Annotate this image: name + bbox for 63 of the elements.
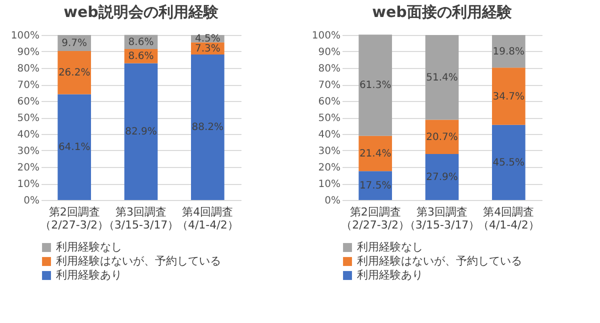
data-label: 8.6% [128, 36, 154, 48]
y-tick-label: 80% [318, 64, 340, 74]
bar [191, 54, 224, 200]
data-label: 88.2% [192, 122, 224, 134]
data-label: 64.1% [58, 142, 90, 154]
y-tick-label: 100% [10, 30, 40, 42]
data-label: 26.2% [58, 68, 90, 79]
bar [425, 154, 459, 200]
y-tick-label: 40% [17, 130, 40, 140]
data-label: 8.6% [128, 51, 154, 62]
y-tick-label: 0% [24, 196, 40, 206]
data-label: 21.4% [359, 148, 392, 160]
bar [425, 35, 459, 120]
data-label: 45.5% [492, 157, 525, 168]
bar [358, 171, 392, 200]
x-tick-label: 第4回調査（4/1-4/2） [176, 206, 238, 232]
legend-label: 利用経験あり [357, 268, 423, 282]
data-label: 19.8% [492, 46, 525, 58]
bar [492, 35, 526, 68]
x-tick-label: 第4回調査（4/1-4/2） [478, 206, 540, 232]
data-label: 9.7% [62, 38, 88, 49]
bar [425, 120, 459, 154]
legend-label: 利用経験なし [357, 240, 423, 254]
y-tick-label: 70% [318, 80, 340, 91]
data-label: 4.5% [194, 34, 220, 45]
bar [58, 94, 91, 200]
bar [492, 68, 526, 125]
y-tick-label: 70% [17, 80, 40, 91]
y-tick-label: 60% [318, 96, 340, 108]
bar [358, 34, 392, 136]
y-tick-label: 60% [17, 96, 40, 108]
y-tick-label: 10% [17, 179, 40, 190]
y-tick-label: 90% [17, 47, 40, 58]
data-label: 7.3% [194, 43, 220, 54]
y-tick-label: 20% [17, 162, 40, 174]
data-label: 51.4% [426, 72, 458, 84]
bar [58, 51, 91, 94]
data-label: 34.7% [492, 91, 525, 102]
data-label: 20.7% [426, 132, 458, 143]
bar [358, 136, 392, 172]
bar [124, 63, 158, 200]
y-tick-label: 50% [318, 113, 340, 124]
data-label: 27.9% [426, 172, 458, 183]
chart-title: web説明会の利用経験 [64, 3, 220, 21]
y-tick-label: 80% [17, 64, 40, 74]
y-tick-label: 30% [17, 146, 40, 157]
data-label: 17.5% [359, 180, 392, 192]
y-tick-label: 90% [318, 47, 340, 58]
y-tick-label: 20% [318, 162, 340, 174]
y-tick-label: 30% [318, 146, 340, 157]
y-tick-label: 10% [318, 179, 340, 190]
data-label: 61.3% [359, 80, 392, 92]
chart-title: web面接の利用経験 [372, 3, 513, 21]
y-tick-label: 0% [324, 196, 340, 206]
legend-label: 利用経験はないが、予約している [357, 254, 522, 268]
legend-label: 利用経験あり [56, 268, 122, 282]
y-tick-label: 100% [312, 30, 340, 42]
y-tick-label: 40% [318, 130, 340, 140]
y-tick-label: 50% [17, 113, 40, 124]
data-label: 82.9% [125, 126, 157, 138]
bar [492, 124, 526, 200]
legend-label: 利用経験なし [56, 240, 122, 254]
legend-label: 利用経験はないが、予約している [56, 254, 221, 268]
